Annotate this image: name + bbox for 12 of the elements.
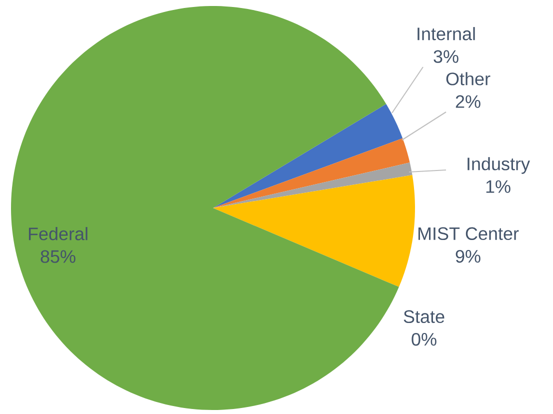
- slice-label: Industry: [468, 157, 530, 174]
- category-label: State: [404, 310, 444, 324]
- slice-label: MIST Center: [418, 227, 519, 240]
- slice-label: Other: [446, 72, 490, 86]
- data-label: 2%: [456, 95, 480, 108]
- data-label: 9%: [456, 250, 480, 263]
- slice-label: Federal: [28, 227, 88, 240]
- slice-label: Internal: [418, 27, 475, 40]
- data-label: 3%: [434, 50, 458, 63]
- text: 0%: [412, 332, 436, 346]
- data-label: 1%: [486, 180, 510, 193]
- data-label: 85%: [40, 250, 76, 263]
